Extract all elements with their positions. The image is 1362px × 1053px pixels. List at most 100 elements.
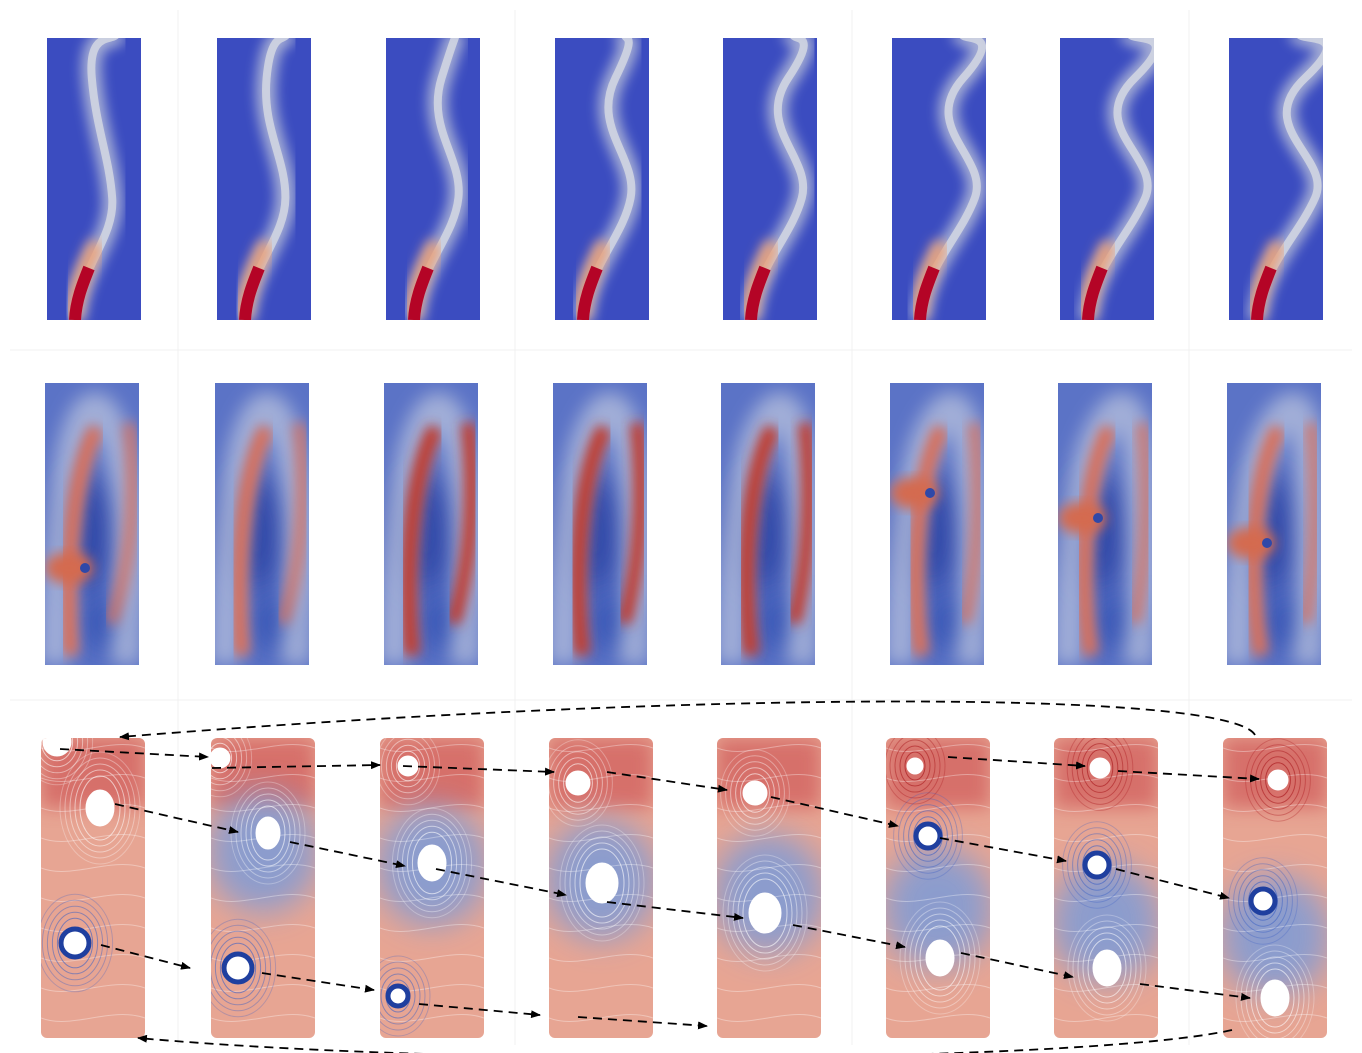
vortex-ring	[1072, 833, 1122, 897]
plume-source	[577, 265, 603, 320]
vortex-ring	[211, 930, 267, 1006]
neutral-band	[553, 392, 647, 665]
tracking-arrow	[119, 700, 1256, 741]
streamline-panel	[211, 738, 315, 1038]
streamline	[886, 894, 990, 902]
warm-band	[400, 424, 444, 656]
neutral-band	[384, 392, 478, 665]
vortex-core	[211, 747, 231, 769]
vortex-core	[1248, 886, 1278, 916]
streamline	[41, 864, 145, 872]
vortex-core	[221, 951, 255, 985]
vortex-ring	[41, 738, 74, 762]
tracking-arrow	[1115, 868, 1230, 900]
vortex-ring	[211, 742, 233, 774]
plume-panel	[386, 38, 480, 320]
plume-source	[1251, 265, 1277, 320]
vortex-ring	[211, 738, 238, 780]
vortex-ring	[380, 738, 441, 806]
plume-panel	[1060, 38, 1154, 320]
vortex-ring	[211, 738, 243, 786]
tracking-arrow	[418, 1003, 541, 1019]
panel-guides	[10, 10, 1352, 1045]
row-plume-fields	[47, 38, 1323, 320]
cool-zone	[211, 792, 315, 912]
vortex-ring	[1077, 926, 1137, 1010]
streamline	[380, 1014, 484, 1022]
mode-panel	[384, 383, 478, 665]
streamline	[380, 954, 484, 962]
streamline	[41, 924, 145, 932]
vortex-ring	[1067, 914, 1147, 1022]
vortex-ring	[79, 775, 121, 841]
vortex-ring	[56, 917, 94, 969]
streamline	[886, 1014, 990, 1022]
vortex-ring	[908, 810, 948, 862]
vortex-ring	[732, 866, 798, 960]
vortex-ring	[240, 793, 296, 873]
streamline	[211, 984, 315, 992]
vortex-ring	[1066, 738, 1134, 811]
plume-panel	[47, 38, 141, 320]
mode-panel	[215, 383, 309, 665]
warm-spot	[1227, 527, 1275, 559]
blue-dot	[80, 563, 90, 573]
warm-spot	[45, 552, 93, 584]
tracking-arrow	[100, 944, 191, 970]
vortex-ring	[411, 831, 453, 895]
plume-panel	[723, 38, 817, 320]
tracking-arrow	[137, 1029, 1233, 1053]
vortex-ring	[380, 955, 431, 1037]
vortex-ring	[722, 854, 808, 972]
streamline	[1223, 744, 1327, 752]
streamline	[549, 744, 653, 752]
warm-zone	[380, 738, 484, 808]
row-mode-fields	[45, 383, 1321, 665]
streamline	[1223, 954, 1327, 962]
streamline	[41, 834, 145, 842]
tracking-arrow	[59, 748, 209, 761]
warm-zone	[549, 738, 653, 808]
vortex-ring	[899, 901, 981, 1015]
neutral-band	[215, 392, 309, 665]
streamline	[1054, 834, 1158, 842]
streamline	[1054, 804, 1158, 812]
vortex-ring	[558, 757, 598, 809]
vortex-ring	[914, 919, 966, 997]
vortex-ring	[563, 763, 593, 803]
vortex-ring	[549, 739, 613, 827]
tracking-arrow	[289, 841, 406, 869]
vortex-core	[742, 780, 768, 806]
vortex-ring	[720, 749, 790, 837]
vortex-core	[913, 821, 943, 851]
tracking-arrow	[939, 837, 1067, 864]
vortex-tracking-arrows	[59, 700, 1260, 1053]
vortex-ring	[1086, 749, 1114, 787]
vortex-ring	[41, 738, 89, 780]
vortex-ring	[1062, 821, 1132, 909]
vortex-ring	[899, 745, 931, 787]
plume-panel	[892, 38, 986, 320]
warm-band	[231, 424, 275, 656]
warm-band	[446, 422, 478, 625]
tracking-arrow	[792, 924, 906, 950]
plume-panel	[1229, 38, 1323, 320]
tracking-arrow	[211, 761, 381, 770]
vortex-ring	[569, 836, 635, 930]
vortex-ring	[219, 942, 257, 994]
vortex-ring	[380, 961, 426, 1031]
streamline	[380, 744, 484, 752]
vortex-core	[585, 862, 619, 904]
vortex-ring	[740, 773, 770, 813]
vortex-ring	[41, 738, 94, 786]
tracking-arrow	[770, 796, 899, 828]
vortex-ring	[211, 738, 253, 798]
vortex-ring	[245, 799, 291, 867]
vortex-ring	[41, 738, 84, 774]
vortex-core	[1092, 949, 1122, 987]
warm-band	[957, 422, 984, 625]
vortex-ring	[1245, 738, 1311, 822]
warm-band	[787, 422, 815, 625]
vortex-ring	[380, 967, 421, 1025]
streamline-panel	[380, 738, 484, 1038]
